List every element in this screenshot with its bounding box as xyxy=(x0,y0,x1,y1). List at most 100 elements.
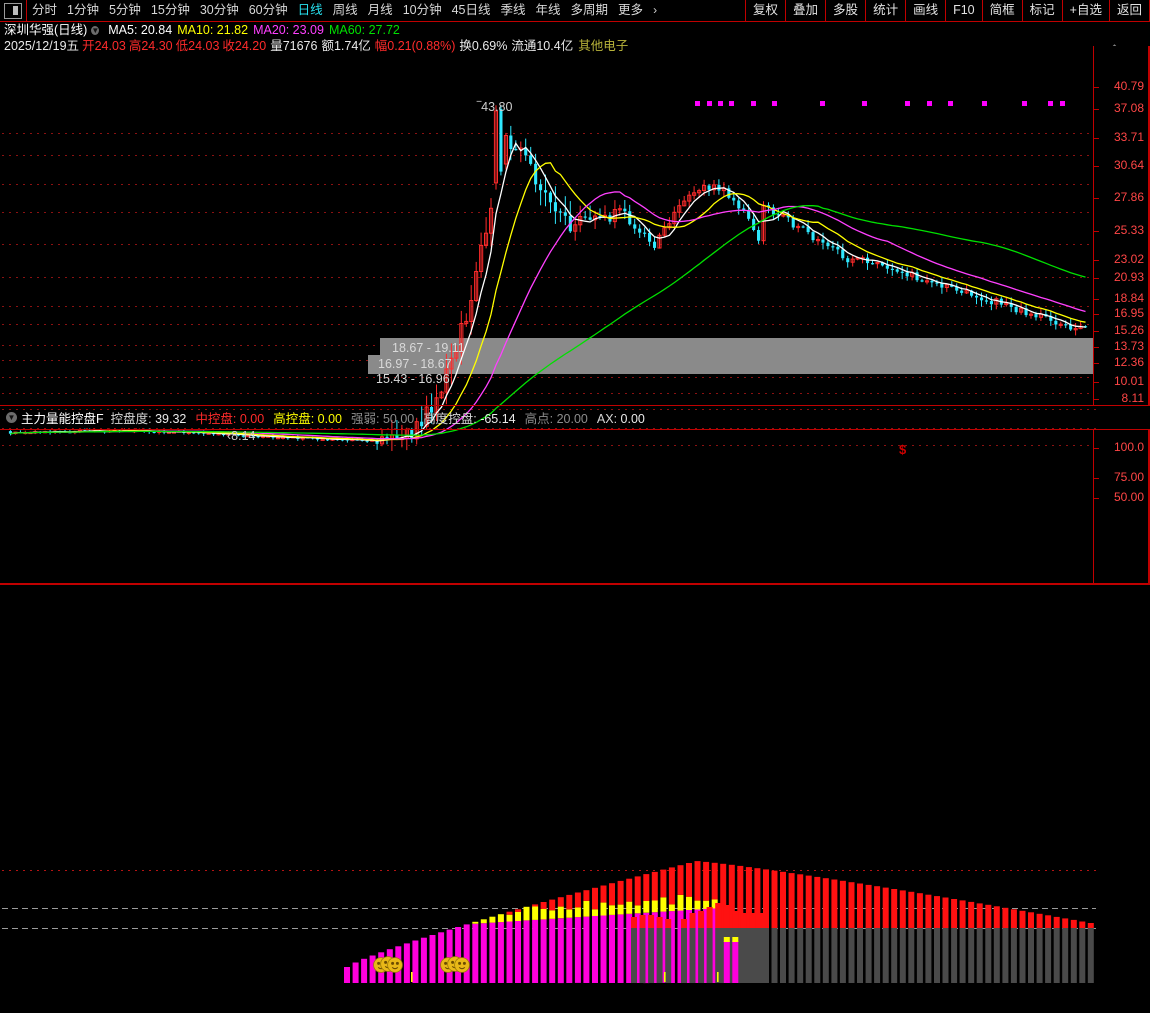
stock-name[interactable]: 深圳华强(日线) xyxy=(4,23,88,37)
indicator-field: 强弱: 50.00 xyxy=(351,412,414,426)
axis-tick-label: 10.01 xyxy=(1113,374,1144,388)
indicator-field: 高度控盘: -65.14 xyxy=(423,412,515,426)
period-12[interactable]: 年线 xyxy=(535,3,561,17)
period-1[interactable]: 1分钟 xyxy=(67,3,99,17)
period-10[interactable]: 45日线 xyxy=(451,3,491,17)
ma10-line xyxy=(10,162,1086,441)
axis-tick-mark xyxy=(1094,299,1099,300)
axis-tick-label: 27.86 xyxy=(1113,190,1144,204)
period-8[interactable]: 月线 xyxy=(367,3,393,17)
period-5[interactable]: 60分钟 xyxy=(248,3,288,17)
indicator-field: 中控盘: 0.00 xyxy=(195,412,264,426)
quote-field: 其他电子 xyxy=(578,39,629,53)
indicator-field-value: 50.00 xyxy=(379,412,415,426)
axis-tick-label: 16.95 xyxy=(1113,306,1144,320)
indicator-field: 控盘度: 39.32 xyxy=(111,412,187,426)
toolbar-button-5[interactable]: F10 xyxy=(945,0,982,21)
axis-tick-label: 75.00 xyxy=(1113,470,1144,484)
indicator-field-label: 中控盘: xyxy=(195,412,237,426)
axis-tick-label: 50.00 xyxy=(1113,490,1144,504)
axis-tick-label: 12.36 xyxy=(1113,355,1144,369)
magenta-dot-line xyxy=(695,101,1065,106)
ma5-line xyxy=(10,141,1086,442)
toolbar-button-4[interactable]: 画线 xyxy=(905,0,945,21)
period-0[interactable]: 分时 xyxy=(32,3,58,17)
period-11[interactable]: 季线 xyxy=(500,3,526,17)
toolbar-button-6[interactable]: 简框 xyxy=(981,0,1022,21)
chevron-down-icon[interactable]: ▼ xyxy=(91,26,100,36)
quote-field: 换0.69% xyxy=(459,39,508,53)
axis-tick-mark xyxy=(1094,109,1099,110)
axis-tick-label: 15.26 xyxy=(1113,323,1144,337)
period-3[interactable]: 15分钟 xyxy=(150,3,190,17)
period-list: 分时 1分钟 5分钟 15分钟 30分钟 60分钟 日线 周线 月线 10分钟 45日线 季线 年线 多周… xyxy=(27,0,663,21)
ma-readout: MA5: 20.84 xyxy=(108,23,173,37)
indicator-gridlines xyxy=(2,908,1096,929)
axis-tick-mark xyxy=(1094,138,1099,139)
period-9[interactable]: 10分钟 xyxy=(402,3,442,17)
indicator-field-label: 强弱: xyxy=(350,412,380,426)
period-2[interactable]: 5分钟 xyxy=(108,3,141,17)
axis-tick-mark xyxy=(1094,231,1099,232)
band-label-2: 16.97 - 18.67 xyxy=(378,357,452,371)
period-toolbar: 分时 1分钟 5分钟 15分钟 30分钟 60分钟 日线 周线 月线 10分钟 45日线 季线 年线 多周… xyxy=(0,0,1150,22)
toolbar-button-1[interactable]: 叠加 xyxy=(785,0,825,21)
indicator-chevron-icon[interactable]: ▼ xyxy=(6,412,17,423)
indicator-field-label: 高控盘: xyxy=(273,412,315,426)
ma-readout: MA60: 27.72 xyxy=(328,23,400,37)
toolbar-button-2[interactable]: 多股 xyxy=(825,0,865,21)
quote-date: 2025/12/19五 xyxy=(4,39,80,53)
indicator-title[interactable]: 主力量能控盘F xyxy=(21,412,104,426)
period-14[interactable]: 更多 xyxy=(618,3,644,17)
quote-header-line-ma: 深圳华强(日线) ▼ MA5: 20.84 MA10: 21.82 MA20: 23.0… xyxy=(4,22,400,39)
toolbar-button-3[interactable]: 统计 xyxy=(865,0,905,21)
dollar-marker-icon: $ xyxy=(899,442,907,457)
axis-tick-mark xyxy=(1094,382,1099,383)
indicator-field-value: 20.00 xyxy=(553,412,588,426)
price-chart-svg xyxy=(2,101,1096,451)
axis-tick-mark xyxy=(1094,314,1099,315)
axis-tick-mark xyxy=(1094,331,1099,332)
ma60-line xyxy=(10,204,1086,436)
axis-tick-label: 37.08 xyxy=(1113,101,1144,115)
period-15[interactable]: › xyxy=(653,3,658,17)
ma20-line xyxy=(10,191,1086,440)
panel-toggle-icon[interactable] xyxy=(4,2,22,19)
period-13[interactable]: 多周期 xyxy=(570,3,609,17)
axis-tick-mark xyxy=(1094,278,1099,279)
price-chart-canvas[interactable] xyxy=(0,92,1096,451)
toolbar-right-buttons: 复权 叠加 多股 统计 画线 F10 简框 标记 +自选 返回 xyxy=(745,0,1150,21)
axis-tick-mark xyxy=(1094,498,1099,499)
indicator-field-label: 高点: xyxy=(524,412,554,426)
axis-tick-mark xyxy=(1094,347,1099,348)
band-label-3: 15.43 - 16.96 xyxy=(376,372,450,386)
period-6[interactable]: 日线 xyxy=(297,3,323,17)
quote-field: 低24.03 xyxy=(175,39,220,53)
axis-tick-label: 18.84 xyxy=(1113,291,1144,305)
toolbar-button-7[interactable]: 标记 xyxy=(1021,0,1062,21)
axis-tick-label: 13.73 xyxy=(1113,339,1144,353)
toolbar-button-0[interactable]: 复权 xyxy=(745,0,785,21)
indicator-header: ▼ 主力量能控盘F 控盘度: 39.32 中控盘: 0.00 高控盘: 0.00 强弱… xyxy=(0,406,1150,429)
indicator-field: 高控盘: 0.00 xyxy=(273,412,342,426)
period-4[interactable]: 30分钟 xyxy=(199,3,239,17)
quote-field: 收24.20 xyxy=(222,39,267,53)
quote-field: 量71676 xyxy=(270,39,318,53)
axis-tick-label: 25.33 xyxy=(1113,223,1144,237)
indicator-field-value: 0.00 xyxy=(617,412,645,426)
indicator-field-value: -65.14 xyxy=(476,412,516,426)
toolbar-button-9[interactable]: 返回 xyxy=(1108,0,1150,21)
quote-field: 高24.30 xyxy=(128,39,173,53)
quote-field: 流通10.4亿 xyxy=(511,39,574,53)
axis-tick-mark xyxy=(1094,87,1099,88)
indicator-chart-svg xyxy=(2,861,1096,984)
axis-tick-label: 8.11 xyxy=(1121,391,1144,405)
indicator-chart-canvas[interactable] xyxy=(0,860,1096,1013)
period-7[interactable]: 周线 xyxy=(332,3,358,17)
axis-tick-mark xyxy=(1094,166,1099,167)
axis-tick-mark xyxy=(1094,363,1099,364)
window-bottom-border xyxy=(0,583,1150,585)
indicator-axis: 100.0 75.00 50.00 xyxy=(1093,430,1150,583)
quote-field: 开24.03 xyxy=(82,39,126,53)
toolbar-button-8[interactable]: +自选 xyxy=(1061,0,1109,21)
